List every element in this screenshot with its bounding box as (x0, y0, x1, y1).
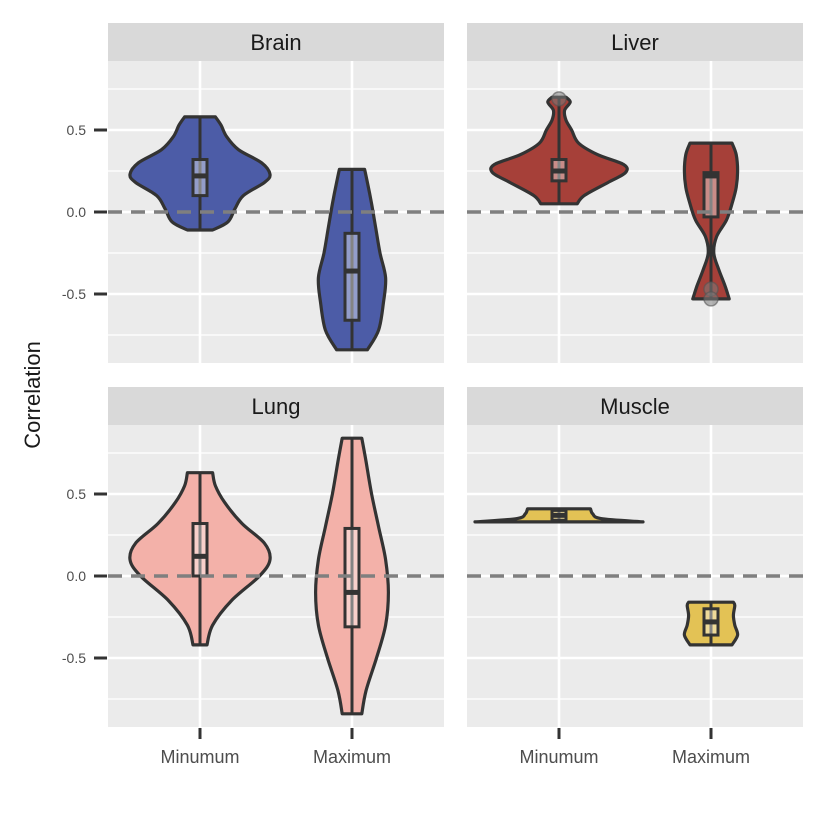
x-tick-label: Maximum (313, 747, 391, 767)
facet-strip (467, 387, 803, 425)
y-tick-label: -0.5 (62, 650, 86, 666)
panel-brain: Brain 0.5 0.0 -0.5 (62, 23, 444, 363)
panel-muscle: Muscle Minumum Maximum (467, 387, 803, 767)
facet-strip (467, 23, 803, 61)
facet-title: Brain (250, 30, 301, 55)
box-iqr (343, 231, 361, 322)
outlier-point (703, 291, 719, 307)
y-axis-title: Correlation (20, 341, 45, 449)
facet-strip (108, 23, 444, 61)
y-tick-label: 0.0 (67, 204, 87, 220)
box-iqr (702, 171, 720, 219)
x-tick-label: Minumum (160, 747, 239, 767)
panel-liver: Liver (467, 23, 803, 363)
facet-title: Liver (611, 30, 659, 55)
y-tick-label: 0.5 (67, 122, 87, 138)
panel-lung: Lung 0.5 0.0 -0.5 Minumum Maximum (62, 387, 444, 767)
outlier-point (551, 91, 567, 107)
box-iqr (191, 522, 209, 578)
x-tick-label: Maximum (672, 747, 750, 767)
facet-strip (108, 387, 444, 425)
x-tick-label: Minumum (519, 747, 598, 767)
y-tick-label: 0.5 (67, 486, 87, 502)
facet-title: Lung (252, 394, 301, 419)
y-tick-label: -0.5 (62, 286, 86, 302)
facet-title: Muscle (600, 394, 670, 419)
y-tick-label: 0.0 (67, 568, 87, 584)
